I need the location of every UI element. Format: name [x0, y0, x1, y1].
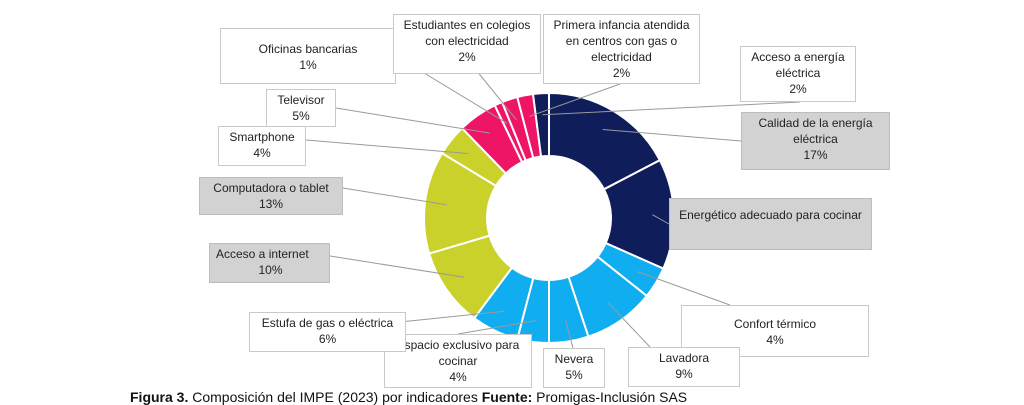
label-text: Estudiantes en colegios con electricidad — [403, 18, 531, 48]
leader-line — [607, 302, 651, 348]
label-smartphone: Smartphone 4% — [218, 126, 306, 166]
label-oficinas-bancarias: Oficinas bancarias 1% — [220, 28, 396, 84]
leader-line — [637, 271, 731, 306]
label-value: 10% — [258, 263, 283, 277]
caption-figure: Figura 3. — [130, 389, 189, 405]
label-value: 1% — [299, 58, 317, 72]
leader-line — [652, 214, 670, 225]
leader-line — [329, 255, 465, 278]
label-value: 13% — [258, 197, 284, 211]
caption-source-label: Fuente: — [481, 389, 533, 405]
label-energetico-cocinar: Energético adecuado para cocinar — [669, 198, 872, 250]
label-value: 4% — [449, 370, 467, 384]
label-text: Acceso a internet — [216, 247, 309, 261]
label-estudiantes: Estudiantes en colegios con electricidad… — [393, 14, 541, 74]
label-text: Lavadora — [658, 351, 710, 365]
label-text: Espacio exclusivo para cocinar — [396, 338, 520, 368]
label-text: Computadora o tablet — [213, 181, 329, 195]
label-value: 9% — [675, 367, 693, 381]
label-estufa: Estufa de gas o eléctrica 6% — [249, 312, 406, 352]
label-nevera: Nevera 5% — [543, 348, 605, 388]
label-value: 2% — [458, 50, 476, 64]
caption-text: Composición del IMPE (2023) por indicado… — [188, 389, 482, 405]
leader-line — [305, 139, 469, 154]
donut-slices — [423, 91, 675, 345]
label-lavadora: Lavadora 9% — [628, 347, 740, 387]
label-text: Acceso a energía eléctrica — [751, 50, 845, 80]
label-acceso-internet: Acceso a internet 10% — [209, 243, 330, 283]
label-text: Primera infancia atendida en centros con… — [553, 18, 690, 64]
leader-line — [457, 320, 536, 335]
label-value: 6% — [318, 332, 337, 346]
label-value: 5% — [565, 368, 583, 382]
leader-line — [602, 128, 742, 142]
label-text: Estufa de gas o eléctrica — [261, 316, 394, 330]
leader-line — [565, 320, 574, 349]
label-value: 2% — [612, 66, 631, 80]
leader-line — [542, 101, 801, 116]
label-text: Calidad de la energía eléctrica — [758, 116, 873, 146]
label-televisor: Televisor 5% — [266, 89, 336, 127]
label-text: Smartphone — [229, 130, 295, 144]
label-primera-infancia: Primera infancia atendida en centros con… — [543, 14, 700, 84]
donut-slice — [531, 91, 550, 158]
label-text: Televisor — [277, 93, 325, 107]
label-value: 2% — [789, 82, 807, 96]
label-computadora: Computadora o tablet 13% — [199, 177, 343, 215]
label-calidad-energia: Calidad de la energía eléctrica 17% — [741, 112, 890, 170]
label-text: Nevera — [554, 352, 594, 366]
label-value: 4% — [766, 333, 784, 347]
leader-line — [335, 107, 490, 134]
label-value: 17% — [803, 148, 828, 162]
leader-line — [399, 310, 505, 323]
label-text: Energético adecuado para cocinar — [679, 208, 862, 222]
label-value: 4% — [253, 146, 271, 160]
label-value: 5% — [292, 109, 310, 123]
label-text: Oficinas bancarias — [258, 42, 358, 56]
label-text: Confort térmico — [733, 317, 817, 331]
figure-caption: Figura 3. Composición del IMPE (2023) po… — [130, 389, 687, 405]
leader-line — [342, 187, 447, 206]
caption-source: Promigas-Inclusión SAS — [532, 389, 688, 405]
leader-lines — [305, 55, 801, 349]
label-espacio-cocinar: Espacio exclusivo para cocinar 4% — [384, 334, 532, 388]
leader-line — [529, 83, 621, 117]
label-acceso-energia: Acceso a energía eléctrica 2% — [740, 46, 856, 102]
